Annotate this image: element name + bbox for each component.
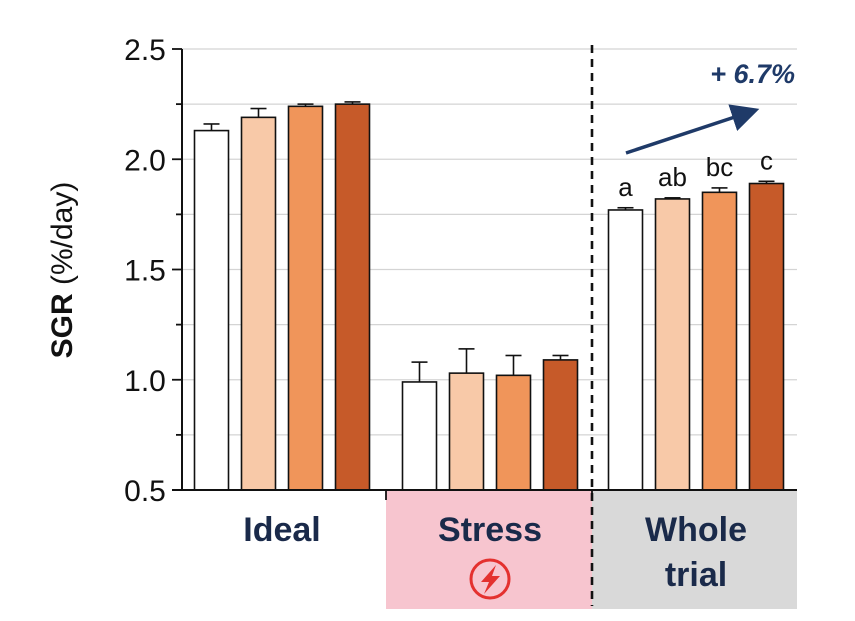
y-axis-label-main: SGR xyxy=(46,293,79,358)
bar-whole-trial-3 xyxy=(701,191,738,491)
significance-letter: ab xyxy=(658,162,687,192)
bar-stress-1 xyxy=(401,381,438,491)
y-axis-label-unit: (%/day) xyxy=(46,182,79,294)
gridlines xyxy=(182,48,797,436)
increase-annotation: + 6.7% xyxy=(710,59,795,89)
trend-arrow xyxy=(625,104,760,155)
bar-ideal-2 xyxy=(240,116,277,491)
category-label: Ideal xyxy=(243,511,320,549)
significance-letter: a xyxy=(618,172,633,202)
bar-ideal-3 xyxy=(287,105,324,491)
bar-whole-trial-4 xyxy=(748,182,785,491)
y-tick-label: 1.5 xyxy=(124,255,166,288)
category-label: Stress xyxy=(438,511,542,549)
bar-ideal-4 xyxy=(334,103,371,491)
y-axis-label: SGR (%/day) xyxy=(46,182,79,359)
axes xyxy=(172,45,797,606)
significance-letter: c xyxy=(760,145,773,175)
category-label: trial xyxy=(665,556,727,594)
labels: 0.5 1.0 1.5 2.0 2.5 Ideal Stress Whole trial a ab b… xyxy=(124,34,773,600)
bar-stress-2 xyxy=(448,372,485,491)
significance-letter: bc xyxy=(706,152,733,182)
error-bars xyxy=(203,101,775,382)
y-tick-label: 1.0 xyxy=(124,365,166,398)
bar-stress-4 xyxy=(542,359,579,491)
lightning-bolt-icon xyxy=(469,558,511,600)
y-tick-label: 2.5 xyxy=(124,34,166,67)
bar-whole-trial-2 xyxy=(654,198,691,491)
group-backgrounds xyxy=(386,491,797,609)
y-tick-label: 0.5 xyxy=(124,475,166,508)
bar-ideal-1 xyxy=(193,129,230,491)
bar-whole-trial-1 xyxy=(607,209,644,491)
group-background-1 xyxy=(386,491,592,609)
y-tick-label: 2.0 xyxy=(124,144,166,177)
bars xyxy=(193,103,785,491)
group-background-2 xyxy=(592,491,797,609)
category-label: Whole xyxy=(645,511,747,549)
bar-stress-3 xyxy=(495,374,532,491)
